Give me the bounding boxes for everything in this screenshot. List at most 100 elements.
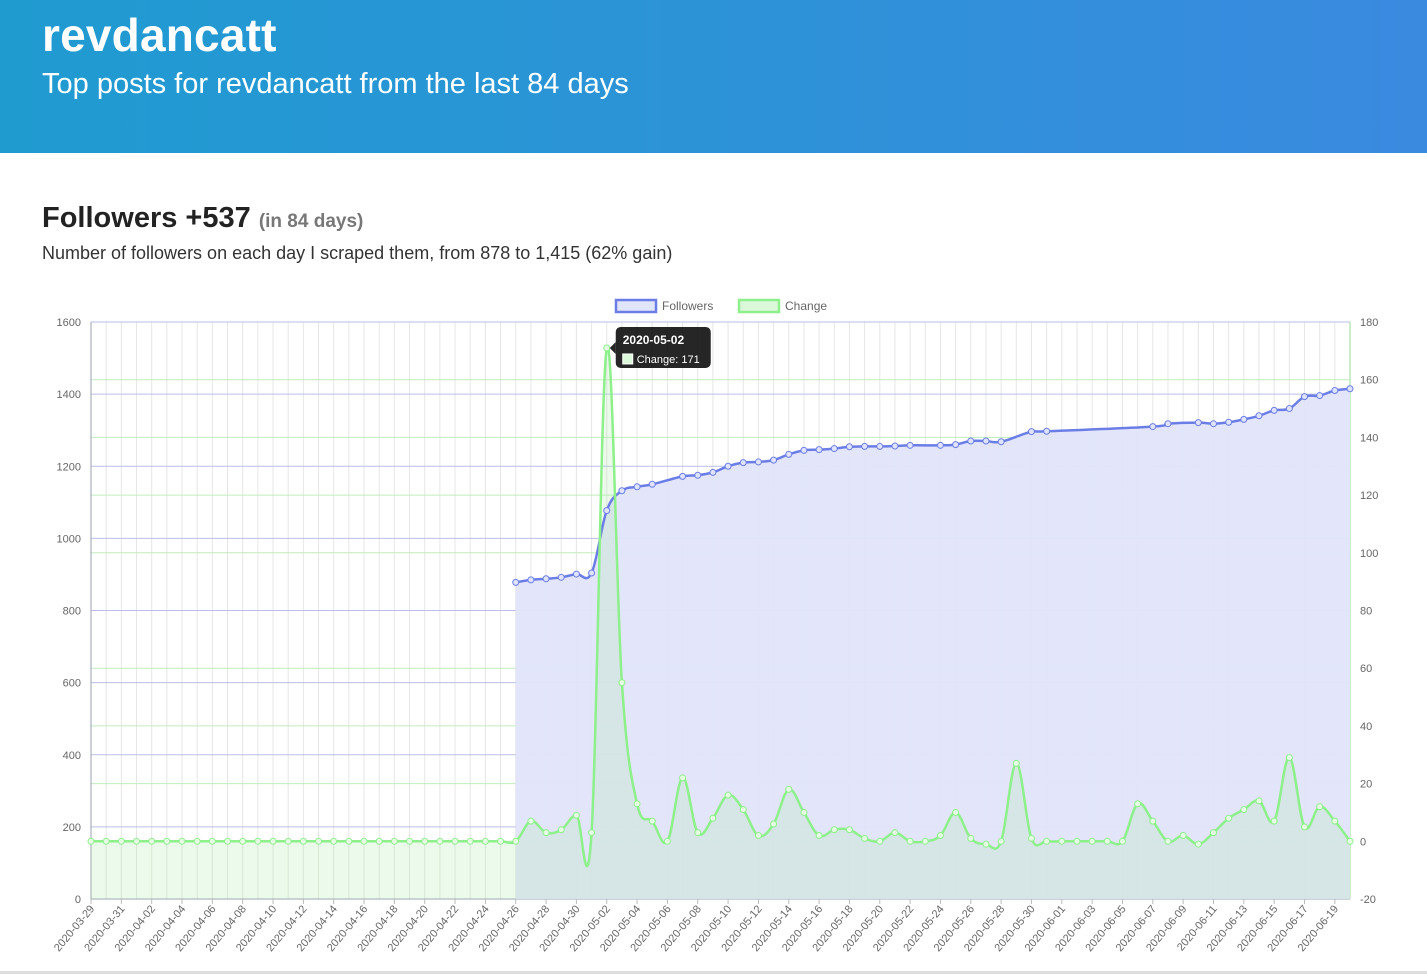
followers-point <box>527 576 535 584</box>
change-point <box>815 832 823 840</box>
followers-point <box>1285 405 1293 413</box>
change-point <box>1285 754 1293 762</box>
followers-point <box>967 437 975 445</box>
followers-point <box>952 441 960 449</box>
y-right-tick-label: 60 <box>1360 663 1372 675</box>
change-point <box>785 785 793 793</box>
y-left-tick-label: 1600 <box>57 317 81 329</box>
change-point <box>269 837 277 845</box>
tooltip-caret <box>609 341 616 354</box>
change-point <box>1088 837 1096 845</box>
followers-point <box>603 507 611 515</box>
followers-heading: Followers +537 (in 84 days) <box>42 202 363 235</box>
change-point <box>1225 814 1233 822</box>
change-point <box>512 837 520 845</box>
change-point <box>952 808 960 816</box>
followers-chart: 0 200 400 600 800 1000 1200 1400 1600 -20 0 20 40 60 8… <box>52 298 1378 954</box>
y-right-tick-label: -20 <box>1360 894 1376 906</box>
followers-point <box>1331 387 1339 395</box>
page-header-banner: revdancatt Top posts for revdancatt from… <box>0 0 1427 153</box>
change-point <box>1027 834 1035 842</box>
followers-point <box>906 441 914 449</box>
followers-point <box>1316 392 1324 400</box>
y-right-tick-label: 20 <box>1360 779 1372 791</box>
followers-point <box>739 459 747 467</box>
change-point <box>436 837 444 845</box>
followers-point <box>1027 428 1035 436</box>
change-point <box>375 837 383 845</box>
change-point <box>754 832 762 840</box>
change-point <box>800 808 808 816</box>
change-point <box>390 837 398 845</box>
followers-point <box>1164 420 1172 428</box>
y-right-tick-label: 160 <box>1360 375 1378 387</box>
followers-point <box>694 471 702 479</box>
chart-tooltip: 2020-05-02 Change: 171 <box>609 326 711 368</box>
change-point <box>830 826 838 834</box>
bottom-divider <box>0 971 1427 974</box>
followers-point <box>845 443 853 451</box>
change-point <box>618 679 626 687</box>
followers-point <box>785 450 793 458</box>
y-right-tick-label: 0 <box>1360 836 1366 848</box>
change-point <box>315 837 323 845</box>
followers-line <box>515 387 1351 584</box>
legend-swatch-followers <box>614 298 658 314</box>
change-point <box>967 834 975 842</box>
followers-point <box>679 472 687 480</box>
change-point <box>1331 817 1339 825</box>
change-point <box>1209 829 1217 837</box>
change-point <box>421 837 429 845</box>
followers-point <box>876 442 884 450</box>
followers-point <box>800 446 808 454</box>
tooltip-box <box>615 326 711 368</box>
change-point <box>178 837 186 845</box>
change-point <box>1300 823 1308 831</box>
legend-label-change: Change <box>785 299 827 313</box>
legend-label-followers: Followers <box>662 299 713 313</box>
change-point <box>1316 803 1324 811</box>
followers-point <box>1346 385 1354 393</box>
change-point <box>1270 817 1278 825</box>
change-point <box>360 837 368 845</box>
y-left-tick-label: 1400 <box>57 389 81 401</box>
change-point <box>451 837 459 845</box>
y-left-tick-label: 600 <box>63 678 81 690</box>
change-point <box>1058 837 1066 845</box>
change-point <box>1149 817 1157 825</box>
change-point <box>102 837 110 845</box>
change-point <box>117 837 125 845</box>
change-point <box>299 837 307 845</box>
change-point <box>284 837 292 845</box>
y-right-tick-label: 140 <box>1360 432 1378 444</box>
change-point <box>1255 797 1263 805</box>
followers-point <box>588 569 596 577</box>
followers-point <box>1300 393 1308 401</box>
change-point <box>679 774 687 782</box>
change-point <box>481 837 489 845</box>
followers-point <box>815 446 823 454</box>
change-point <box>572 811 580 819</box>
change-point <box>406 837 414 845</box>
followers-point <box>997 438 1005 446</box>
tooltip-title: 2020-05-02 <box>623 333 685 347</box>
change-point <box>527 817 535 825</box>
change-point <box>1240 806 1248 814</box>
change-point <box>997 837 1005 845</box>
followers-heading-text: Followers +537 <box>42 202 251 234</box>
change-point <box>1043 837 1051 845</box>
y-left-tick-label: 400 <box>63 750 81 762</box>
change-point <box>861 834 869 842</box>
followers-point <box>861 442 869 450</box>
change-point <box>87 837 95 845</box>
change-point <box>724 791 732 799</box>
change-point <box>906 837 914 845</box>
change-point <box>1179 832 1187 840</box>
change-point <box>845 826 853 834</box>
followers-point <box>1240 415 1248 423</box>
change-point <box>1134 800 1142 808</box>
change-point <box>694 829 702 837</box>
followers-point <box>982 437 990 445</box>
y-right-tick-label: 180 <box>1360 317 1378 329</box>
change-point <box>770 820 778 828</box>
